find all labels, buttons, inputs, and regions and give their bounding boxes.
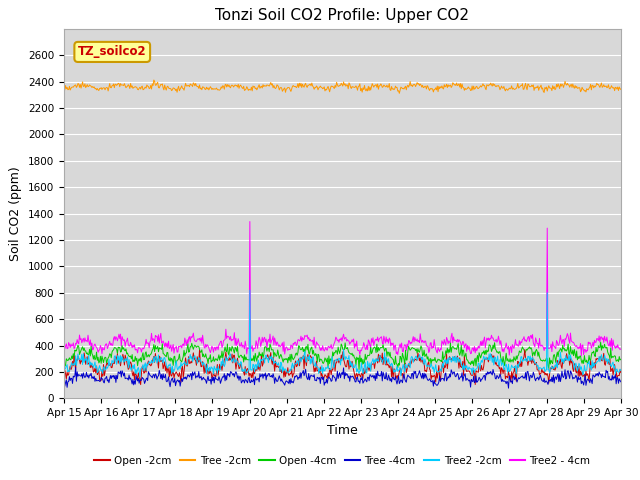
Text: TZ_soilco2: TZ_soilco2 bbox=[78, 46, 147, 59]
Legend: Open -2cm, Tree -2cm, Open -4cm, Tree -4cm, Tree2 -2cm, Tree2 - 4cm: Open -2cm, Tree -2cm, Open -4cm, Tree -4… bbox=[90, 452, 595, 470]
Y-axis label: Soil CO2 (ppm): Soil CO2 (ppm) bbox=[10, 166, 22, 261]
X-axis label: Time: Time bbox=[327, 424, 358, 437]
Title: Tonzi Soil CO2 Profile: Upper CO2: Tonzi Soil CO2 Profile: Upper CO2 bbox=[216, 9, 469, 24]
